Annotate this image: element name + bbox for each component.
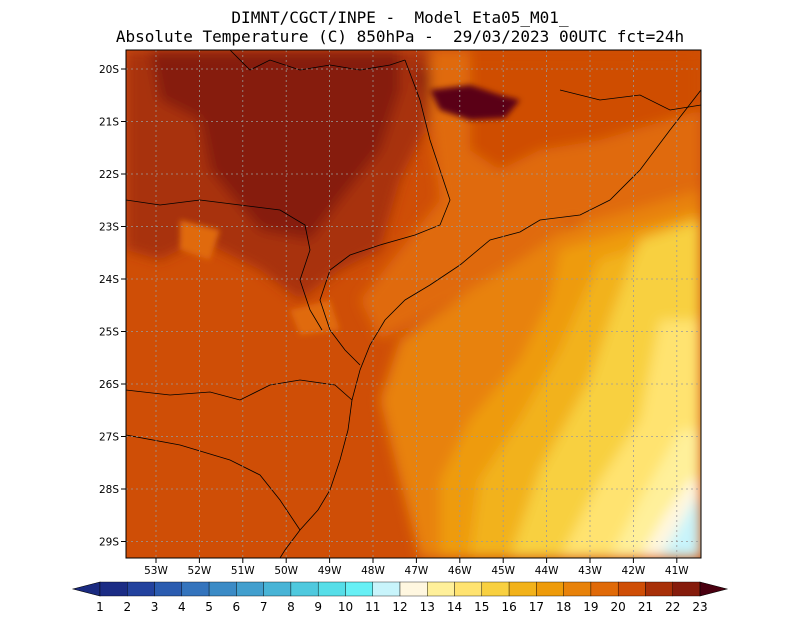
temperature-field (126, 50, 701, 558)
colorbar-label: 18 (556, 600, 571, 614)
colorbar-swatch (454, 581, 483, 597)
colorbar-swatch (290, 581, 319, 597)
lat-tick-label: 21S (99, 117, 119, 129)
colorbar-swatch (236, 581, 264, 597)
lon-tick-label: 48W (361, 565, 385, 577)
colorbar-swatch (372, 581, 401, 597)
colorbar-swatch (208, 581, 237, 597)
colorbar-label: 1 (96, 600, 104, 614)
colorbar-over-arrow (699, 581, 729, 597)
colorbar-label: 4 (178, 600, 186, 614)
lon-tick-label: 52W (188, 565, 212, 577)
colorbar-swatch (563, 581, 592, 597)
colorbar-swatch (399, 581, 428, 597)
lat-lon-grid (126, 50, 701, 558)
colorbar-label: 23 (692, 600, 707, 614)
colorbar-under-arrow (71, 581, 101, 597)
colorbar-swatch (345, 581, 373, 597)
colorbar-label: 20 (611, 600, 626, 614)
colorbar-label: 9 (314, 600, 322, 614)
lat-tick-label: 29S (99, 537, 119, 549)
lon-tick-label: 46W (448, 565, 472, 577)
colorbar-swatch (127, 581, 155, 597)
map-title-line-1: DIMNT/CGCT/INPE - Model Eta05_M01_ (231, 8, 569, 27)
colorbar-label: 22 (665, 600, 680, 614)
lat-tick-label: 27S (99, 432, 119, 444)
coastline (126, 50, 701, 558)
lon-tick-label: 51W (231, 565, 255, 577)
lon-tick-label: 43W (578, 565, 602, 577)
colorbar-swatch (427, 581, 455, 597)
colorbar-label: 17 (529, 600, 544, 614)
lon-tick-label: 53W (144, 565, 168, 577)
lat-tick-label: 24S (99, 274, 119, 286)
colorbar-label: 8 (287, 600, 295, 614)
colorbar-swatch (672, 581, 701, 597)
colorbar-label: 6 (233, 600, 241, 614)
colorbar-label: 14 (447, 600, 462, 614)
colorbar-label: 11 (365, 600, 380, 614)
colorbar-swatch (181, 581, 210, 597)
latitude-labels: 20S 21S 22S 23S 24S 25S 26S 27S 28S 29S (99, 64, 126, 549)
colorbar-label: 5 (205, 600, 213, 614)
lon-tick-label: 42W (622, 565, 646, 577)
colorbar-label: 12 (392, 600, 407, 614)
colorbar-swatch (590, 581, 619, 597)
colorbar-swatch (617, 581, 646, 597)
colorbar-label: 10 (338, 600, 353, 614)
colorbar-label: 7 (260, 600, 268, 614)
lat-tick-label: 26S (99, 379, 119, 391)
colorbar-swatch (317, 581, 346, 597)
lon-tick-label: 47W (405, 565, 429, 577)
lon-tick-label: 49W (318, 565, 342, 577)
colorbar: 1 2 3 4 5 6 7 8 9 10 11 12 13 14 15 16 17 18 19 20 21 22 23 (71, 581, 729, 614)
colorbar-label: 3 (151, 600, 159, 614)
colorbar-swatch (154, 581, 183, 597)
lon-tick-label: 44W (535, 565, 559, 577)
lat-tick-label: 25S (99, 327, 119, 339)
colorbar-label: 13 (420, 600, 435, 614)
longitude-labels: 53W 52W 51W 50W 49W 48W 47W 46W 45W 44W 43W 42W 41W (144, 558, 689, 577)
colorbar-label: 16 (501, 600, 516, 614)
colorbar-swatch (645, 581, 673, 597)
colorbar-label: 15 (474, 600, 489, 614)
colorbar-label: 21 (638, 600, 653, 614)
lat-tick-label: 20S (99, 64, 119, 76)
colorbar-swatch (536, 581, 564, 597)
colorbar-label: 19 (583, 600, 598, 614)
colorbar-swatch (263, 581, 292, 597)
colorbar-swatch (508, 581, 537, 597)
lat-tick-label: 28S (99, 484, 119, 496)
lat-tick-label: 23S (99, 222, 119, 234)
lon-tick-label: 41W (665, 565, 689, 577)
lat-tick-label: 22S (99, 169, 119, 181)
colorbar-swatch (481, 581, 510, 597)
colorbar-swatch (99, 581, 128, 597)
lon-tick-label: 50W (274, 565, 298, 577)
lon-tick-label: 45W (491, 565, 515, 577)
colorbar-label: 2 (123, 600, 131, 614)
plot-frame (125, 49, 702, 559)
map-title-line-2: Absolute Temperature (C) 850hPa - 29/03/… (115, 27, 685, 46)
